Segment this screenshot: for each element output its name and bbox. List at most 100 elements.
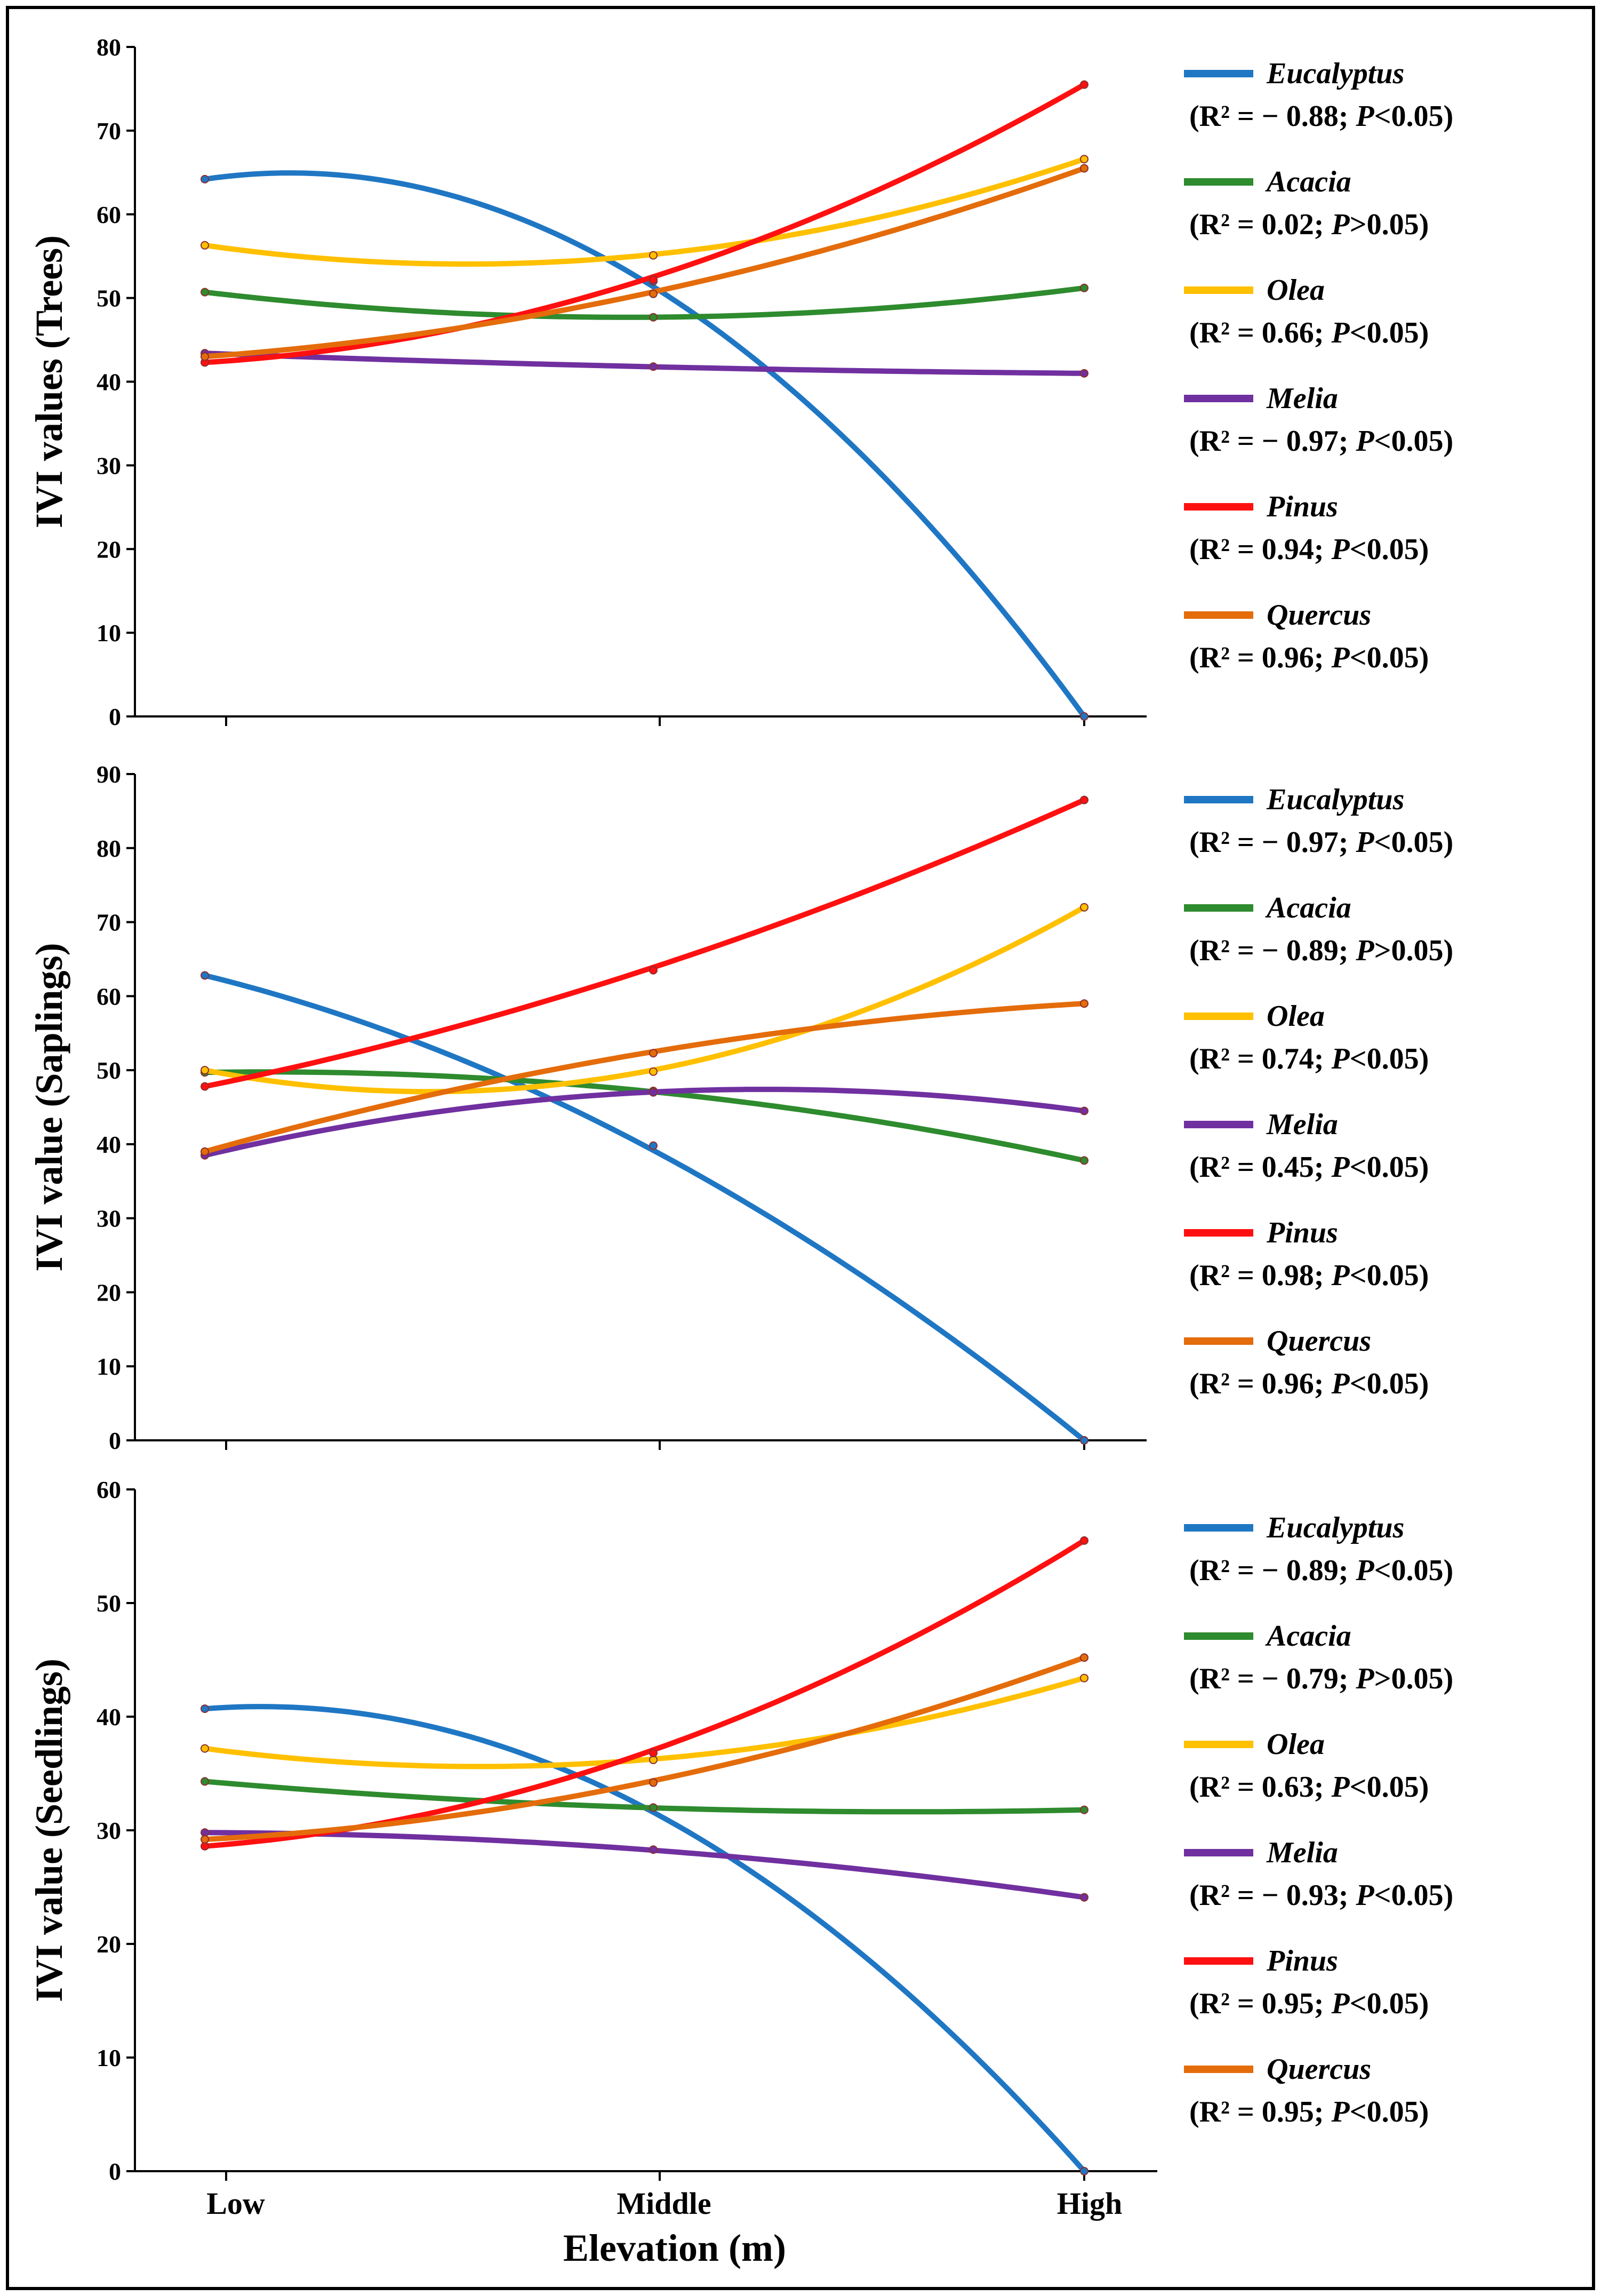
data-point-quercus-high	[1080, 164, 1088, 173]
legend-stat-melia: (R² = 0.45; P<0.05)	[1189, 1151, 1429, 1184]
legend-stat-quercus: (R² = 0.96; P<0.05)	[1189, 641, 1429, 674]
legend-label-olea: Olea	[1267, 1728, 1325, 1761]
series-line-pinus	[202, 797, 1087, 1089]
y-tick-label: 60	[97, 983, 121, 1010]
data-point-acacia-middle	[649, 313, 658, 322]
data-point-melia-high	[1080, 369, 1088, 378]
legend-label-olea: Olea	[1267, 1000, 1325, 1033]
y-tick-label: 60	[97, 1476, 121, 1503]
legend-stat-melia: (R² = − 0.97; P<0.05)	[1189, 425, 1453, 458]
series-line-acacia	[202, 285, 1087, 320]
y-tick-label: 10	[97, 2044, 121, 2071]
data-point-melia-middle	[649, 362, 658, 371]
series-line-quercus	[202, 1655, 1087, 1842]
series-line-melia	[202, 1830, 1087, 1900]
legend-label-eucalyptus: Eucalyptus	[1266, 1511, 1404, 1544]
data-point-quercus-middle	[649, 289, 658, 298]
legend-label-pinus: Pinus	[1266, 490, 1338, 523]
legend-stat-acacia: (R² = − 0.79; P>0.05)	[1189, 1662, 1453, 1695]
x-tick-label-middle: Middle	[617, 2186, 711, 2221]
data-point-acacia-high	[1080, 1156, 1088, 1165]
y-tick-label: 40	[97, 369, 121, 396]
y-tick-label: 40	[97, 1131, 121, 1158]
y-tick-label: 60	[97, 201, 121, 228]
legend-stat-eucalyptus: (R² = − 0.97; P<0.05)	[1189, 826, 1453, 859]
legend-stat-quercus: (R² = 0.96; P<0.05)	[1189, 1367, 1429, 1400]
y-tick-label: 10	[97, 619, 121, 647]
data-point-eucalyptus-high	[1080, 2167, 1088, 2175]
y-tick-label: 20	[97, 1279, 121, 1306]
data-point-melia-middle	[649, 1088, 658, 1097]
y-tick-label: 0	[109, 703, 121, 730]
x-axis-title: Elevation (m)	[563, 2227, 786, 2269]
legend-stat-melia: (R² = − 0.93; P<0.05)	[1189, 1879, 1453, 1912]
legend-stat-acacia: (R² = 0.02; P>0.05)	[1189, 208, 1429, 241]
y-axis-title: IVI value (Saplings)	[28, 943, 70, 1271]
legend-label-melia: Melia	[1266, 1836, 1338, 1869]
data-point-acacia-low	[201, 288, 209, 297]
chart-panels: 0 10 20 30 40 50 60 70 80 IVI values (Trees) Eucal…	[28, 34, 1453, 2221]
series-line-melia	[202, 350, 1087, 376]
series-line-olea	[202, 156, 1087, 267]
legend-label-eucalyptus: Eucalyptus	[1266, 783, 1404, 816]
y-tick-label: 30	[97, 452, 121, 479]
chart-panel-2: 0 10 20 30 40 50 60 70 80 90 IVI value (Saplings) E…	[28, 761, 1453, 1454]
x-tick-label-high: High	[1057, 2186, 1123, 2221]
legend-stat-eucalyptus: (R² = − 0.88; P<0.05)	[1189, 100, 1453, 133]
legend-label-acacia: Acacia	[1265, 165, 1351, 198]
legend-stat-eucalyptus: (R² = − 0.89; P<0.05)	[1189, 1554, 1453, 1587]
data-point-eucalyptus-high	[1080, 712, 1088, 721]
legend-label-melia: Melia	[1266, 1108, 1338, 1141]
legend-label-melia: Melia	[1266, 382, 1338, 415]
y-tick-label: 80	[97, 835, 121, 862]
legend-stat-olea: (R² = 0.74; P<0.05)	[1189, 1042, 1429, 1075]
data-point-pinus-middle	[649, 1749, 658, 1758]
data-point-eucalyptus-low	[201, 174, 209, 184]
series-line-eucalyptus	[202, 972, 1087, 1443]
data-point-quercus-middle	[649, 1778, 658, 1787]
data-point-quercus-low	[201, 352, 209, 361]
data-point-olea-high	[1080, 903, 1088, 912]
data-point-eucalyptus-low	[201, 971, 209, 980]
y-tick-label: 70	[97, 909, 121, 936]
legend-label-pinus: Pinus	[1266, 1216, 1338, 1249]
data-point-pinus-low	[201, 1082, 209, 1091]
legend-stat-olea: (R² = 0.66; P<0.05)	[1189, 316, 1429, 349]
legend-stat-pinus: (R² = 0.95; P<0.05)	[1189, 1987, 1429, 2020]
series-line-olea	[202, 1675, 1087, 1769]
data-point-olea-low	[201, 1066, 209, 1075]
data-point-quercus-low	[201, 1835, 209, 1844]
data-point-quercus-low	[201, 1147, 209, 1156]
y-tick-label: 20	[97, 536, 121, 563]
data-point-melia-high	[1080, 1893, 1088, 1902]
y-tick-label: 70	[97, 117, 121, 145]
chart-panel-3: 0 10 20 30 40 50 60 Low Middle High IVI value (See…	[28, 1476, 1453, 2221]
data-point-pinus-middle	[649, 966, 658, 975]
legend-stat-acacia: (R² = − 0.89; P>0.05)	[1189, 934, 1453, 967]
series-line-quercus	[202, 1001, 1087, 1154]
legend-stat-pinus: (R² = 0.98; P<0.05)	[1189, 1259, 1429, 1292]
chart-panel-1: 0 10 20 30 40 50 60 70 80 IVI values (Trees) Eucal…	[28, 34, 1453, 730]
legend-label-acacia: Acacia	[1265, 1620, 1351, 1653]
data-point-olea-middle	[649, 251, 658, 260]
data-point-pinus-high	[1080, 1536, 1088, 1545]
data-point-olea-low	[201, 1744, 209, 1753]
y-tick-label: 10	[97, 1353, 121, 1380]
data-point-melia-middle	[649, 1845, 658, 1854]
data-point-pinus-high	[1080, 795, 1088, 804]
y-tick-label: 20	[97, 1931, 121, 1958]
data-point-eucalyptus-high	[1080, 1436, 1088, 1445]
data-point-eucalyptus-low	[201, 1704, 209, 1713]
data-point-acacia-low	[201, 1777, 209, 1786]
data-point-quercus-middle	[649, 1049, 658, 1058]
series-line-olea	[202, 904, 1087, 1095]
legend-label-quercus: Quercus	[1267, 2053, 1371, 2086]
data-point-melia-high	[1080, 1106, 1088, 1115]
data-point-eucalyptus-middle	[649, 1141, 658, 1150]
legend-stat-quercus: (R² = 0.95; P<0.05)	[1189, 2095, 1429, 2128]
data-point-olea-high	[1080, 155, 1088, 164]
x-tick-label-low: Low	[206, 2186, 265, 2221]
y-tick-label: 50	[97, 1590, 121, 1617]
